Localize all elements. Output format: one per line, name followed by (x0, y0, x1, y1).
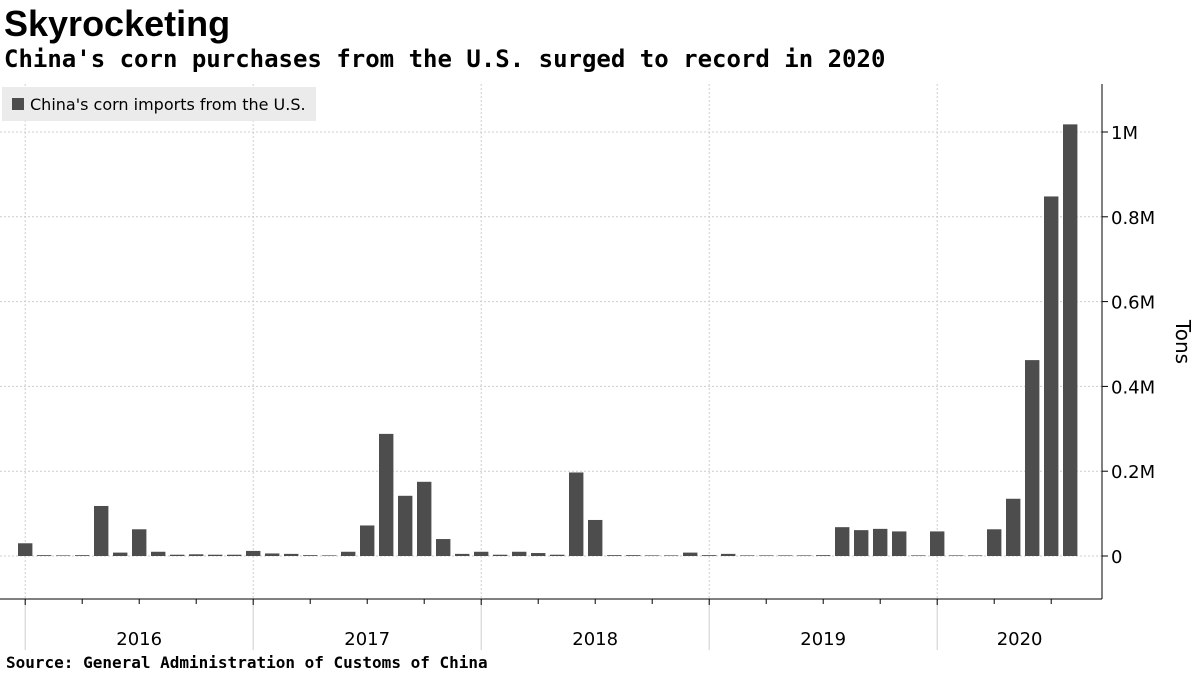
bar (436, 539, 451, 556)
bar (987, 529, 1002, 556)
bar (56, 555, 71, 556)
x-tick-label: 2017 (344, 629, 390, 650)
y-axis-label: Tons (1171, 319, 1195, 364)
axes (0, 84, 1108, 650)
x-tick-label: 2016 (116, 629, 162, 650)
bar (474, 551, 489, 556)
bar (493, 554, 508, 556)
x-tick-labels: 2016 2017 2018 2019 2020 (116, 629, 1042, 650)
bar (1025, 360, 1040, 556)
bar (341, 551, 356, 556)
bar (588, 519, 603, 556)
bar (797, 555, 812, 556)
bar (265, 553, 280, 556)
bar (835, 527, 850, 556)
grid-lines (0, 84, 1102, 599)
bar (873, 528, 888, 556)
bar (607, 555, 622, 556)
y-tick-label: 0 (1111, 547, 1122, 568)
bar (75, 555, 90, 556)
bar (721, 553, 736, 556)
bar (170, 554, 185, 556)
legend-label: China's corn imports from the U.S. (30, 94, 306, 114)
bar (1044, 196, 1059, 556)
bar (569, 472, 584, 556)
bar (816, 555, 831, 556)
bar (94, 505, 109, 556)
bar (645, 555, 660, 556)
bar (512, 551, 527, 556)
bar (151, 551, 166, 556)
y-tick-label: 0.6M (1111, 293, 1155, 314)
bar (854, 530, 869, 556)
x-tick-label: 2020 (997, 629, 1043, 650)
x-tick-label: 2019 (800, 629, 846, 650)
chart-title: Skyrocketing (4, 3, 231, 44)
bar (227, 554, 242, 556)
y-tick-label: 0.2M (1111, 462, 1155, 483)
bar (208, 554, 223, 556)
x-tick-label: 2018 (572, 629, 618, 650)
bar-series (18, 124, 1078, 557)
legend: China's corn imports from the U.S. (2, 87, 316, 121)
bar (911, 555, 926, 556)
bar (284, 553, 299, 556)
bar (531, 553, 546, 556)
bar (949, 555, 964, 556)
bar (360, 525, 375, 556)
bar (702, 555, 717, 556)
bar (1063, 124, 1078, 557)
bar (968, 555, 983, 556)
legend-swatch (12, 98, 24, 110)
y-tick-label: 1M (1111, 123, 1138, 144)
bar (683, 552, 698, 556)
bar (417, 481, 432, 556)
chart-subtitle: China's corn purchases from the U.S. sur… (4, 45, 886, 73)
bar (664, 555, 679, 556)
bar (1006, 498, 1021, 556)
source-note: Source: General Administration of Custom… (6, 653, 488, 672)
bar (246, 550, 261, 556)
bar (930, 531, 945, 556)
bar (113, 552, 128, 556)
bar (398, 495, 413, 556)
bar (303, 555, 318, 556)
bar (550, 554, 565, 556)
bar (740, 555, 755, 556)
bar (455, 553, 470, 556)
bar (132, 529, 147, 556)
y-tick-label: 0.8M (1111, 208, 1155, 229)
bar (626, 555, 641, 556)
bar (322, 555, 337, 556)
bar (189, 554, 204, 556)
y-tick-labels: 0 0.2M 0.4M 0.6M 0.8M 1M (1111, 123, 1155, 568)
y-tick-label: 0.4M (1111, 377, 1155, 398)
bar (759, 555, 774, 556)
bar (37, 555, 52, 556)
bar (379, 433, 394, 556)
bar (18, 543, 33, 556)
bar (892, 531, 907, 556)
bar (778, 555, 793, 556)
